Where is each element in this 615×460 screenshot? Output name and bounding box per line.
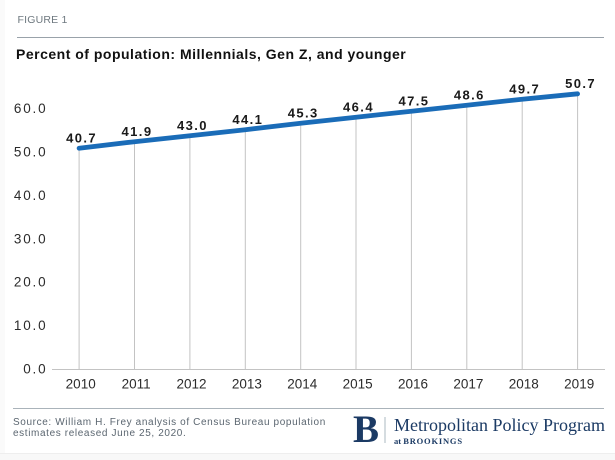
svg-text:44.1: 44.1	[232, 112, 263, 127]
svg-text:47.5: 47.5	[398, 93, 429, 108]
svg-text:2019: 2019	[564, 377, 594, 392]
svg-text:2010: 2010	[66, 377, 96, 392]
svg-text:2015: 2015	[343, 377, 373, 392]
svg-text:40.0: 40.0	[14, 188, 47, 203]
svg-text:2017: 2017	[453, 377, 483, 392]
svg-text:49.7: 49.7	[509, 81, 540, 96]
svg-text:2013: 2013	[232, 377, 262, 392]
svg-text:48.6: 48.6	[454, 87, 485, 102]
svg-text:30.0: 30.0	[14, 231, 47, 246]
svg-text:41.9: 41.9	[122, 124, 153, 139]
svg-text:50.0: 50.0	[14, 144, 47, 159]
svg-text:50.7: 50.7	[565, 76, 596, 91]
svg-text:2011: 2011	[122, 377, 151, 392]
svg-text:60.0: 60.0	[14, 101, 47, 116]
svg-text:2018: 2018	[509, 377, 539, 392]
svg-text:40.7: 40.7	[66, 130, 97, 145]
svg-text:46.4: 46.4	[343, 99, 374, 114]
svg-text:43.0: 43.0	[177, 118, 208, 133]
svg-text:20.0: 20.0	[14, 275, 47, 290]
svg-text:0.0: 0.0	[23, 362, 47, 377]
svg-text:2014: 2014	[287, 377, 318, 392]
svg-text:2016: 2016	[398, 377, 428, 392]
svg-text:45.3: 45.3	[288, 105, 319, 120]
svg-text:2012: 2012	[176, 377, 206, 392]
svg-text:10.0: 10.0	[14, 318, 47, 333]
